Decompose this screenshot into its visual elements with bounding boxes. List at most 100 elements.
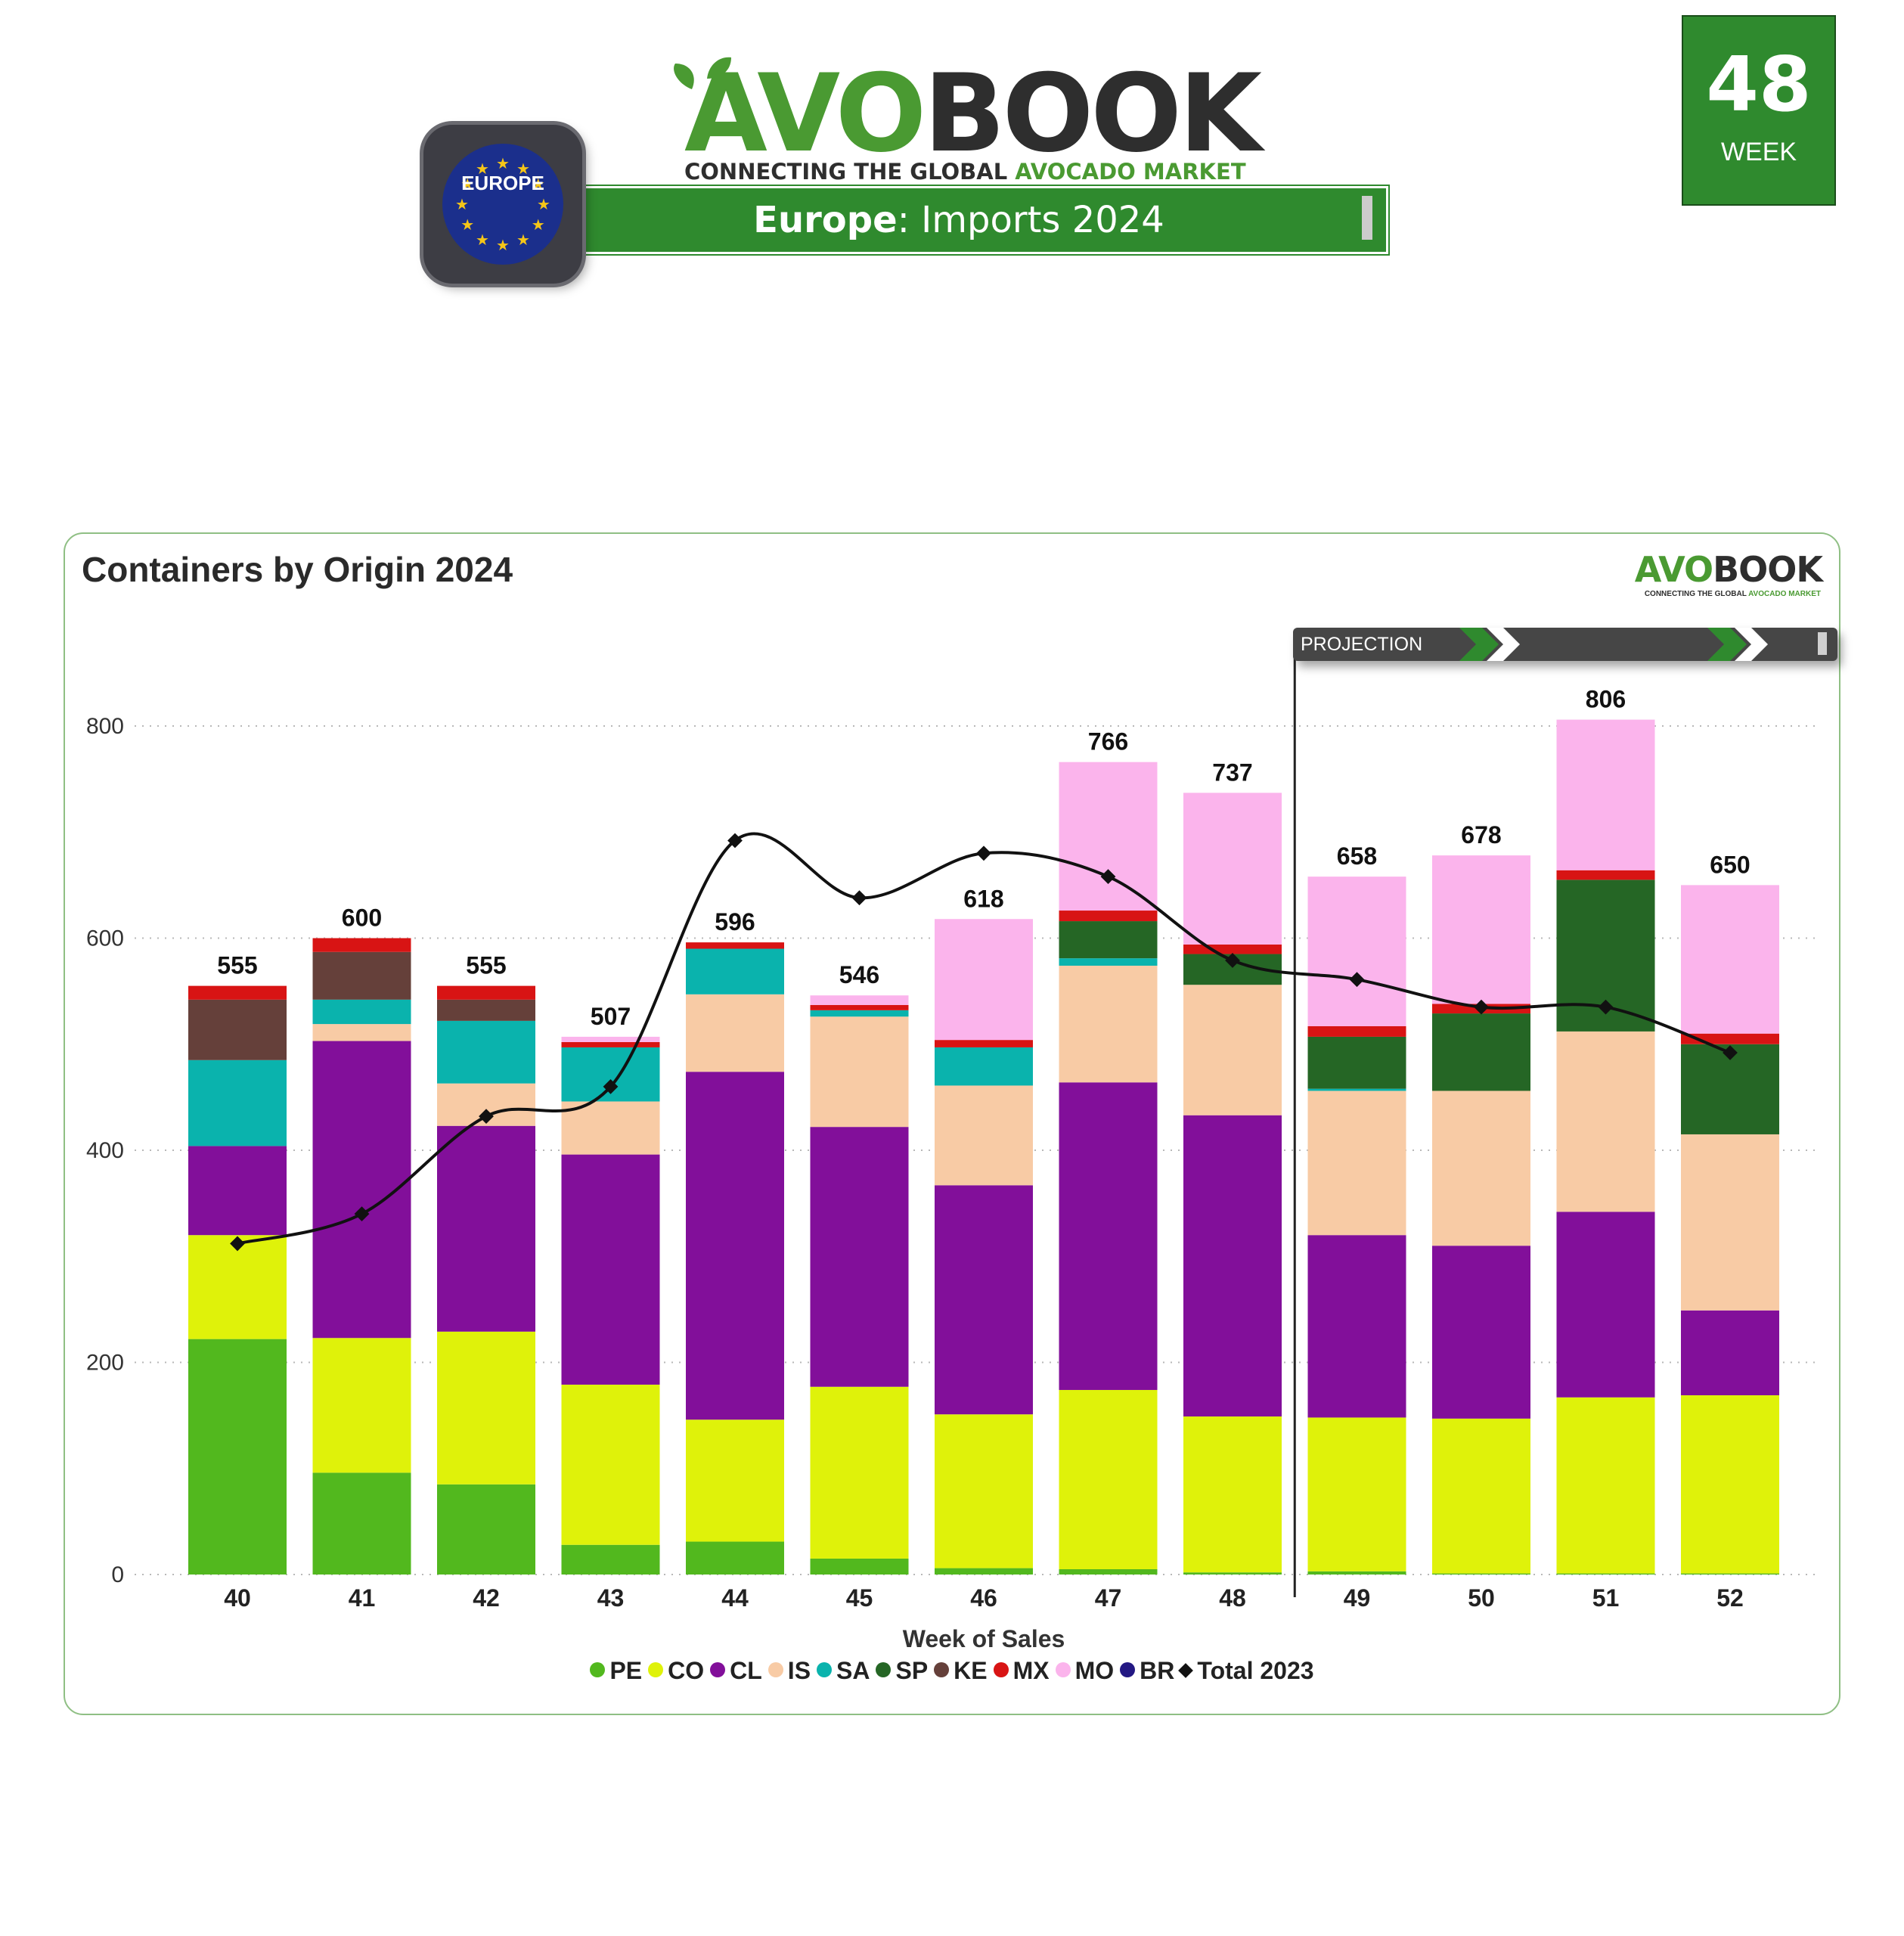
bar-segment-cl: [686, 1072, 784, 1420]
legend-dot-icon: [1055, 1662, 1071, 1677]
bar-segment-pe: [437, 1484, 535, 1575]
legend-dot-icon: [876, 1662, 892, 1677]
x-tick-label: 51: [1592, 1584, 1620, 1612]
eu-star-icon: ★: [532, 176, 545, 193]
legend-label: KE: [954, 1657, 988, 1684]
bar-segment-ke: [312, 951, 411, 1000]
page-title: Europe: Imports 2024: [753, 199, 1164, 241]
bar-segment-cl: [935, 1185, 1033, 1415]
legend-item-mx: MX: [993, 1657, 1050, 1685]
bar-segment-pe: [1556, 1573, 1655, 1575]
bar-segment-mx: [935, 1040, 1033, 1047]
y-tick-label: 400: [86, 1138, 124, 1163]
bar-segment-pe: [935, 1568, 1033, 1575]
bar-segment-co: [1059, 1389, 1158, 1569]
logo-tagline: CONNECTING THE GLOBAL AVOCADO MARKET: [684, 159, 1246, 185]
x-tick-label: 43: [597, 1584, 625, 1612]
bar-segment-mo: [561, 1036, 660, 1042]
chart-card: Containers by Origin 2024 AVOBOOK CONNEC…: [64, 532, 1840, 1715]
projection-label: PROJECTION: [1301, 634, 1423, 655]
x-tick-label: 45: [846, 1584, 873, 1612]
total-2023-point: [976, 845, 991, 861]
mini-logo: AVOBOOK CONNECTING THE GLOBAL AVOCADO MA…: [1633, 552, 1823, 598]
bar-segment-pe: [686, 1541, 784, 1575]
x-tick-label: 50: [1468, 1584, 1495, 1612]
bar-segment-is: [1059, 965, 1158, 1083]
bar-segment-co: [1432, 1418, 1530, 1574]
bar-segment-mx: [188, 985, 287, 1000]
bar-segment-co: [312, 1338, 411, 1473]
legend-label: PE: [609, 1657, 643, 1684]
x-tick-label: 49: [1344, 1584, 1371, 1612]
page-title-bar: Europe: Imports 2024: [529, 186, 1388, 254]
bar-segment-mx: [686, 942, 784, 949]
bar-segment-mo: [935, 919, 1033, 1041]
y-tick-label: 600: [86, 926, 124, 951]
bar-segment-co: [1681, 1395, 1779, 1574]
eu-flag-icon: ★ ★ ★ ★ ★ ★ ★ ★ ★ ★ ★ ★: [442, 144, 563, 265]
eu-star-icon: ★: [516, 161, 530, 178]
total-2023-point: [354, 1206, 370, 1222]
week-label: WEEK: [1720, 138, 1797, 166]
legend-label: Total 2023: [1197, 1657, 1314, 1684]
bar-segment-is: [810, 1016, 909, 1128]
legend-dot-icon: [767, 1662, 783, 1677]
chart-legend: PE CO CL IS SA SP KE MX MO BR Total 2023: [65, 1657, 1839, 1685]
leaf-icon: [674, 57, 731, 89]
bar-segment-sa: [437, 1020, 535, 1084]
bar-segment-sa: [1059, 958, 1158, 966]
legend-item-is: IS: [767, 1657, 811, 1685]
eu-stars-icon: ★ ★★★★★★★★★★★: [455, 156, 550, 254]
total-2023-point: [1349, 972, 1365, 988]
week-number: 48: [1706, 40, 1812, 129]
legend-item-sa: SA: [817, 1657, 870, 1685]
total-2023-point: [1100, 869, 1116, 885]
bar-segment-sa: [935, 1047, 1033, 1086]
logo-wordmark: AVOBOOK: [684, 51, 1262, 176]
legend-label: SP: [895, 1657, 929, 1684]
legend-label: CO: [668, 1657, 705, 1684]
total-label: 546: [839, 961, 879, 988]
legend-dot-icon: [590, 1662, 606, 1677]
bar-segment-pe: [188, 1339, 287, 1575]
total-2023-point: [1723, 1045, 1738, 1060]
bar-segment-cl: [1432, 1246, 1530, 1419]
bar-segment-mo: [1681, 885, 1779, 1034]
eu-star-icon: ★: [496, 237, 510, 254]
total-2023-point: [1474, 999, 1489, 1015]
legend-item-sp: SP: [876, 1657, 928, 1685]
bar-segment-sp: [1059, 921, 1158, 959]
legend-item-co: CO: [648, 1657, 704, 1685]
legend-label: MO: [1074, 1657, 1115, 1684]
stacked-bar-chart: 0 200 400 600 800 555 40 600 41 555 42 507 43 596 44 54…: [86, 632, 1819, 1652]
total-label: 737: [1212, 759, 1252, 786]
bar-segment-is: [1307, 1091, 1406, 1236]
x-axis-title: Week of Sales: [903, 1625, 1065, 1652]
bar-segment-ke: [437, 999, 535, 1021]
x-tick-label: 52: [1716, 1584, 1744, 1612]
legend-dot-icon: [993, 1662, 1009, 1677]
total-label: 507: [591, 1003, 631, 1030]
bar-segment-mx: [1183, 944, 1282, 954]
bar-segment-pe: [1059, 1568, 1158, 1575]
chart-title: Containers by Origin 2024: [82, 550, 513, 589]
eu-star-icon: ★: [455, 197, 469, 213]
bar-segment-mo: [1307, 876, 1406, 1026]
bar-segment-pe: [810, 1558, 909, 1575]
bar-segment-cl: [561, 1154, 660, 1385]
legend-dot-icon: [710, 1662, 726, 1677]
projection-tab: [1818, 632, 1827, 655]
bar-segment-pe: [1307, 1571, 1406, 1575]
total-2023-point: [230, 1236, 245, 1252]
legend-item-total-2023: Total 2023: [1178, 1657, 1314, 1685]
total-2023-point: [479, 1109, 494, 1125]
total-label: 650: [1710, 851, 1750, 878]
legend-dot-icon: [934, 1662, 950, 1677]
legend-label: CL: [730, 1657, 762, 1684]
bar-segment-mo: [1556, 719, 1655, 870]
bar-segment-ke: [188, 999, 287, 1060]
eu-star-icon: ★: [516, 232, 530, 249]
bar-segment-mx: [1059, 911, 1158, 922]
bar-segment-cl: [188, 1146, 287, 1236]
legend-label: SA: [836, 1657, 870, 1684]
